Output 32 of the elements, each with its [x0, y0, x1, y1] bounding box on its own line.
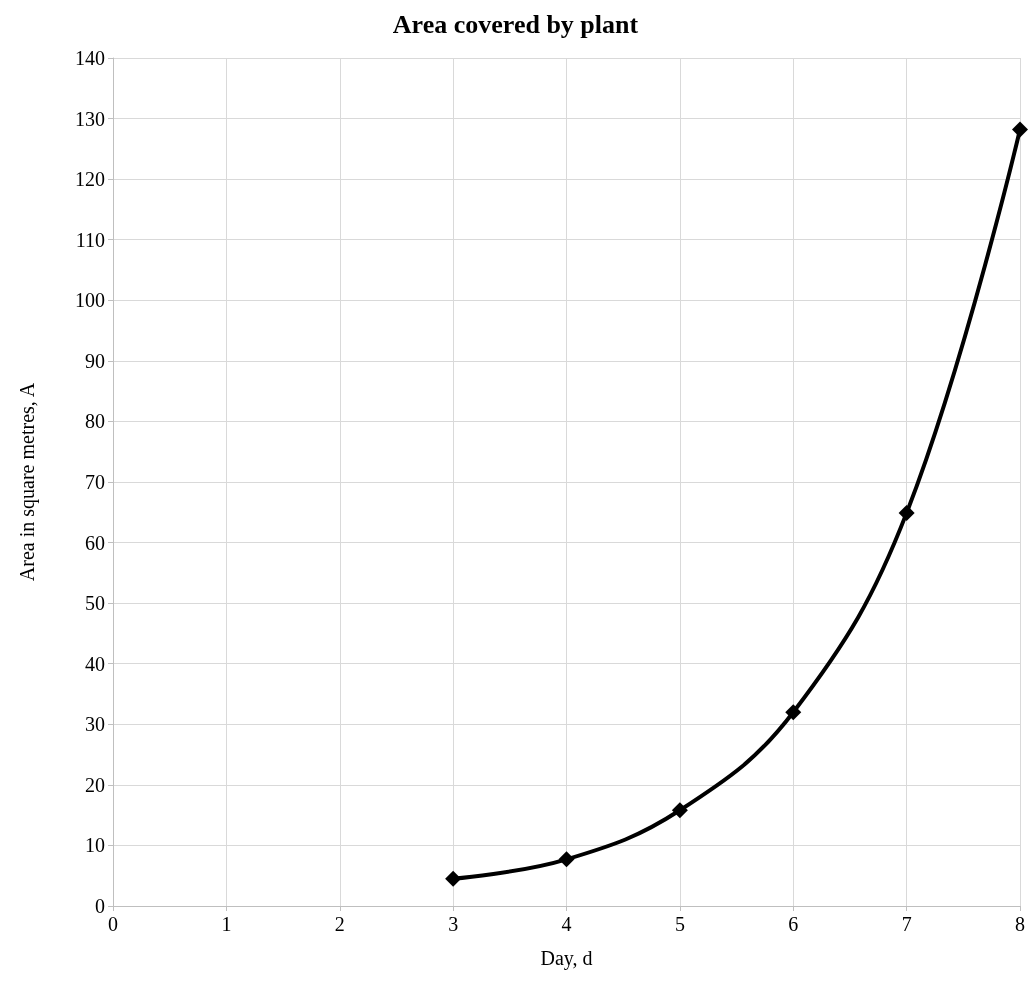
point — [671, 802, 688, 819]
point — [898, 504, 915, 521]
x-tick-label: 4 — [561, 913, 572, 935]
y-tick-label: 80 — [85, 410, 105, 433]
point — [445, 870, 462, 887]
y-tick-label: 30 — [85, 713, 105, 736]
y-tick-label: 0 — [95, 895, 105, 917]
y-tick-label: 140 — [75, 47, 105, 69]
x-tick-label: 7 — [901, 913, 912, 935]
x-tick-label: 1 — [221, 913, 232, 935]
y-tick-label: 20 — [85, 773, 105, 796]
x-tick-label: 3 — [448, 913, 459, 935]
y-axis-title: Area in square metres, A — [16, 382, 39, 582]
y-tick-label: 50 — [85, 592, 105, 615]
x-tick-label: 5 — [674, 913, 685, 935]
y-tick-label: 100 — [75, 289, 105, 312]
y-tick-label: 130 — [75, 107, 105, 130]
x-tick-label: 8 — [1015, 913, 1025, 935]
y-tick-label: 10 — [85, 834, 105, 857]
x-axis-title: Day, d — [540, 947, 593, 970]
y-tick-label: 110 — [75, 228, 105, 251]
y-tick-label: 120 — [75, 168, 105, 191]
point — [558, 851, 575, 868]
x-tick-label: 2 — [334, 913, 345, 935]
y-tick-label: 40 — [85, 652, 105, 675]
point — [1012, 121, 1028, 138]
y-tick-label: 90 — [85, 349, 105, 372]
y-tick-label: 60 — [85, 531, 105, 554]
y-tick-label: 70 — [85, 471, 105, 493]
chart-title: Area covered by plant — [392, 9, 639, 39]
point — [785, 704, 802, 721]
x-tick-label: 6 — [788, 913, 799, 935]
